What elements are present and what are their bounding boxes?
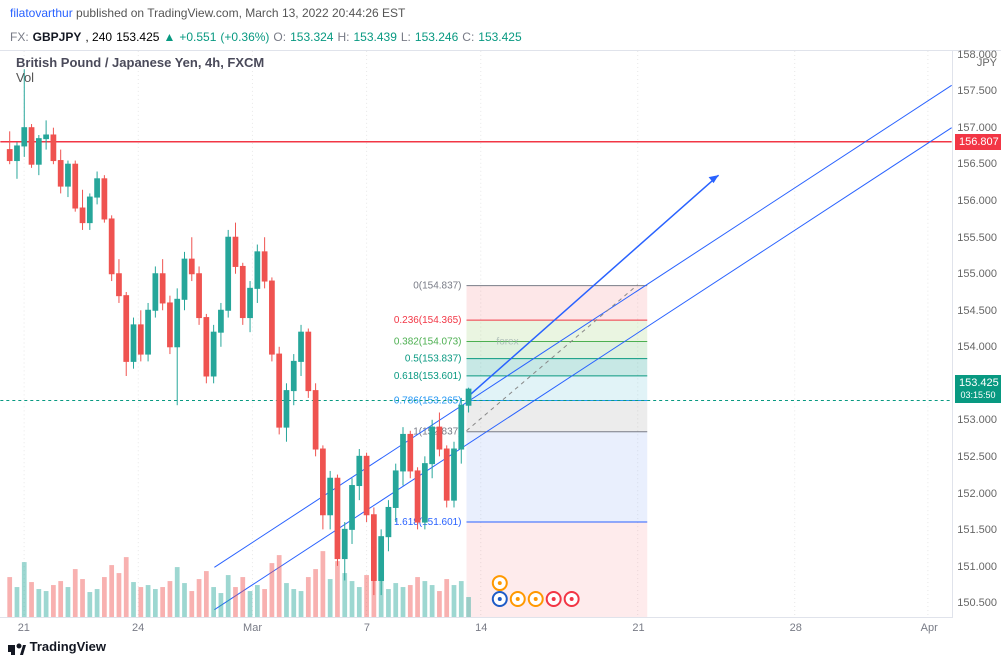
y-tick: 154.500 [957,305,997,317]
y-tick: 150.500 [957,597,997,609]
tradingview-icon [8,641,26,655]
y-tick: 151.000 [957,561,997,573]
svg-text:forex: forex [496,336,518,347]
x-axis[interactable]: 21 24 Mar 7 14 21 28 Apr [0,617,953,647]
brand-text: TradingView [30,639,106,654]
x-tick: 21 [632,622,644,634]
y-tick: 158.000 [957,49,997,61]
svg-text:0.618(153.601): 0.618(153.601) [394,371,462,382]
l-val: 153.246 [415,30,458,44]
price-badge: 153.42503:15:50 [955,375,1001,403]
o-label: O: [273,30,286,44]
x-tick: Apr [921,622,938,634]
svg-text:0.5(153.837): 0.5(153.837) [405,354,462,365]
o-val: 153.324 [290,30,333,44]
c-val: 153.425 [478,30,521,44]
author[interactable]: filatovarthur [10,6,73,20]
x-tick: Mar [243,622,262,634]
svg-text:0(154.837): 0(154.837) [413,281,461,292]
y-tick: 156.500 [957,158,997,170]
y-tick: 155.000 [957,268,997,280]
svg-text:0.236(154.365): 0.236(154.365) [394,315,462,326]
symbol-info-bar: FX: GBPJPY, 240 153.425 ▲ +0.551 (+0.36%)… [0,26,1001,48]
y-tick: 152.500 [957,451,997,463]
y-tick: 157.500 [957,85,997,97]
publish-header: filatovarthur published on TradingView.c… [0,0,1001,26]
x-tick: 24 [132,622,144,634]
interval: , 240 [85,30,112,44]
price-badge: 156.807 [955,134,1001,150]
last-price: 153.425 [116,30,159,44]
l-label: L: [401,30,411,44]
x-tick: 14 [475,622,487,634]
x-tick: 28 [790,622,802,634]
y-tick: 157.000 [957,122,997,134]
y-tick: 154.000 [957,341,997,353]
y-axis[interactable]: JPY150.500151.000151.500152.000152.50015… [953,50,1001,617]
brand-footer: TradingView [8,639,106,655]
c-label: C: [462,30,474,44]
y-tick: 152.000 [957,488,997,500]
change: +0.551 [179,30,216,44]
exchange-prefix: FX: [10,30,29,44]
h-val: 153.439 [353,30,396,44]
y-tick: 156.000 [957,195,997,207]
chart-title-main: British Pound / Japanese Yen, 4h, FXCM [16,55,264,70]
chart-title-sub: Vol [16,70,264,85]
y-tick: 155.500 [957,232,997,244]
chart-title: British Pound / Japanese Yen, 4h, FXCM V… [16,55,264,85]
x-tick: 7 [364,622,370,634]
chart-area[interactable]: 0(154.837) 0.236(154.365) 0.382(154.073) fo… [0,50,953,617]
chart-svg[interactable]: 0(154.837) 0.236(154.365) 0.382(154.073) fo… [0,51,952,617]
h-label: H: [337,30,349,44]
publish-info: published on TradingView.com, March 13, … [76,6,405,20]
arrow-up-icon: ▲ [163,30,175,44]
symbol[interactable]: GBPJPY [33,30,82,44]
x-tick: 21 [18,622,30,634]
change-pct: (+0.36%) [220,30,269,44]
y-tick: 151.500 [957,524,997,536]
y-tick: 153.000 [957,414,997,426]
svg-text:0.382(154.073): 0.382(154.073) [394,336,462,347]
